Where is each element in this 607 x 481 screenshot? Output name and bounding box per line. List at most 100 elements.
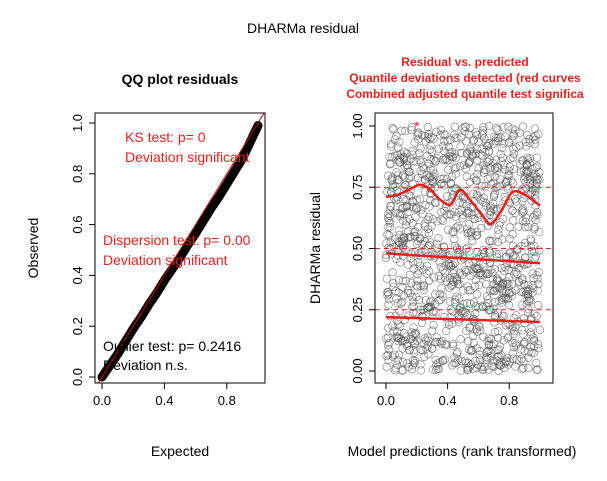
- residual-point: [402, 217, 411, 226]
- residual-point: [493, 276, 502, 286]
- residual-point: [410, 348, 419, 357]
- residual-point: [484, 341, 493, 350]
- residual-point: [502, 178, 511, 187]
- residual-point: [517, 354, 526, 363]
- residual-point: [528, 281, 537, 290]
- residual-point: [386, 211, 395, 221]
- residual-point: [403, 289, 413, 298]
- residual-point: [494, 327, 503, 336]
- residual-point: [476, 187, 485, 196]
- residual-point: [462, 137, 471, 146]
- qq-x-tick-label: 0.4: [155, 393, 173, 408]
- residual-point: [399, 243, 408, 252]
- residual-point: [520, 346, 529, 356]
- residual-point: [399, 237, 409, 246]
- qq-plot-panel: QQ plot residuals 0.0 0.2 0.4 0.6 0.8 1.0 0.0…: [25, 71, 266, 459]
- qq-x-tick-label: 0.0: [93, 393, 111, 408]
- residual-point: [405, 174, 414, 183]
- residual-point: [405, 270, 414, 280]
- residual-point: [450, 164, 459, 173]
- residual-point: [459, 300, 468, 309]
- residual-point: [423, 122, 432, 132]
- residual-point: [508, 252, 518, 261]
- residual-point: [437, 263, 446, 272]
- residual-point: [473, 131, 482, 140]
- residual-point: [438, 178, 447, 187]
- residual-point: [509, 329, 518, 339]
- residual-point: [411, 213, 420, 222]
- residual-point: [443, 156, 452, 165]
- residual-point: [382, 362, 391, 371]
- residual-point: [508, 241, 518, 250]
- residual-point: [469, 298, 479, 307]
- residual-point: [501, 263, 510, 272]
- residual-point: [416, 144, 425, 153]
- residual-point: [438, 356, 447, 366]
- residual-point: [512, 143, 521, 152]
- residual-point: [469, 338, 478, 347]
- residual-point: [461, 164, 470, 173]
- residual-point: [535, 246, 544, 255]
- residual-point: [406, 191, 415, 201]
- residual-point: [498, 153, 507, 162]
- residual-point: [513, 269, 522, 278]
- residual-point: [452, 292, 461, 301]
- residual-point: [399, 195, 408, 204]
- residual-point: [394, 288, 403, 297]
- residual-point: [502, 356, 511, 365]
- residual-point: [520, 242, 530, 251]
- residual-point: [455, 294, 464, 303]
- residual-point: [452, 163, 461, 172]
- residual-point: [395, 350, 404, 359]
- residual-point: [493, 137, 503, 146]
- residual-point: [431, 198, 440, 207]
- residual-point: [511, 126, 520, 135]
- residual-point: [432, 365, 441, 375]
- residual-point: [521, 178, 530, 187]
- figure-title: DHARMa residual: [247, 20, 359, 36]
- residual-point: [401, 277, 411, 286]
- residual-point: [510, 195, 519, 204]
- residual-point: [527, 188, 536, 197]
- residual-point: [398, 297, 407, 306]
- residual-point: [413, 223, 422, 232]
- residual-point: [394, 241, 404, 250]
- residual-point: [468, 331, 478, 341]
- residual-point: [415, 195, 425, 204]
- residual-point: [485, 258, 494, 267]
- residual-point: [413, 270, 422, 279]
- residual-point: [425, 202, 434, 211]
- residual-y-tick-label: 0.50: [350, 236, 365, 261]
- residual-point: [489, 178, 498, 187]
- residual-point: [418, 131, 427, 140]
- residual-point: [503, 184, 512, 193]
- residual-point: [483, 141, 493, 150]
- quantile-curve-q05: [385, 252, 541, 265]
- residual-point: [463, 299, 472, 308]
- residual-point: [466, 310, 475, 319]
- residual-point: [484, 121, 494, 131]
- residual-point: [438, 155, 448, 164]
- residual-point: [382, 274, 392, 283]
- residual-point: [488, 274, 498, 284]
- residual-point: [384, 290, 393, 299]
- residual-point: [470, 215, 480, 224]
- residual-point: [469, 364, 478, 374]
- residual-point: [528, 164, 537, 174]
- residual-point: [526, 328, 536, 337]
- residual-point: [411, 328, 420, 338]
- residual-point: [406, 172, 415, 181]
- residual-point: [463, 149, 472, 158]
- residual-point: [420, 352, 429, 361]
- residual-point: [522, 166, 531, 175]
- residual-point: [423, 133, 433, 142]
- residual-point: [437, 175, 446, 184]
- residual-point: [420, 219, 429, 228]
- residual-plot-subtitle-quantile: Quantile deviations detected (red curves: [349, 71, 581, 85]
- residual-point: [384, 243, 393, 252]
- residual-point: [482, 202, 491, 211]
- residual-point: [485, 248, 494, 257]
- residual-point: [524, 347, 533, 357]
- residual-point: [391, 208, 400, 217]
- residual-point: [520, 338, 529, 347]
